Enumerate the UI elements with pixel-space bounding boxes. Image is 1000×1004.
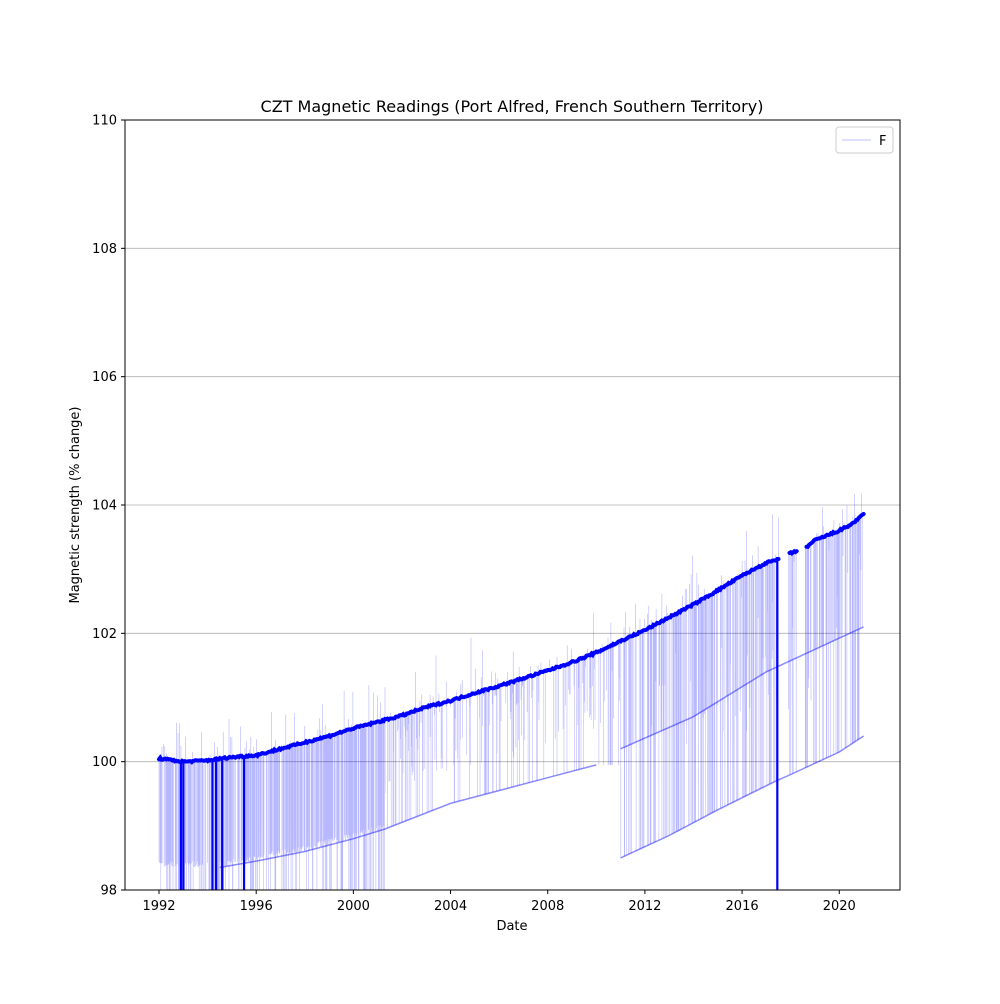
y-axis-label: Magnetic strength (% change): [68, 406, 83, 603]
y-tick-label: 98: [100, 884, 117, 899]
x-axis-label: Date: [496, 919, 527, 934]
x-tick-label: 2004: [434, 899, 467, 914]
y-tick-label: 104: [92, 499, 117, 514]
trend-line: [157, 557, 781, 765]
y-tick-label: 106: [92, 370, 117, 385]
x-tick-label: 2016: [726, 899, 759, 914]
x-tick-label: 2008: [531, 899, 564, 914]
x-tick-label: 2020: [823, 899, 856, 914]
x-tick-label: 2012: [628, 899, 661, 914]
secondary-band-line-2: [620, 735, 865, 859]
data-series-f: [157, 493, 866, 890]
x-axis-ticks: 1992 1996 2000 2004 2008 2012 2016 2020: [142, 890, 856, 914]
legend-box: [835, 126, 894, 154]
y-tick-label: 110: [92, 114, 117, 129]
secondary-band-line-1: [219, 764, 597, 869]
x-tick-label: 1996: [240, 899, 273, 914]
legend-label-f: F: [879, 134, 886, 149]
x-tick-label: 1992: [142, 899, 175, 914]
y-tick-label: 100: [92, 755, 117, 770]
reading-drop-lines: [158, 515, 863, 890]
secondary-band-line-3: [620, 626, 864, 750]
y-tick-label: 108: [92, 242, 117, 257]
y-axis-ticks: 98 100 102 104 106 108 110: [92, 114, 125, 899]
y-tick-label: 102: [92, 627, 117, 642]
trend-line: [787, 548, 799, 557]
trend-line: [804, 512, 866, 549]
grid-lines: [125, 247, 900, 763]
x-tick-label: 2000: [337, 899, 370, 914]
chart-title: CZT Magnetic Readings (Port Alfred, Fren…: [261, 97, 764, 116]
legend[interactable]: F: [835, 126, 894, 154]
